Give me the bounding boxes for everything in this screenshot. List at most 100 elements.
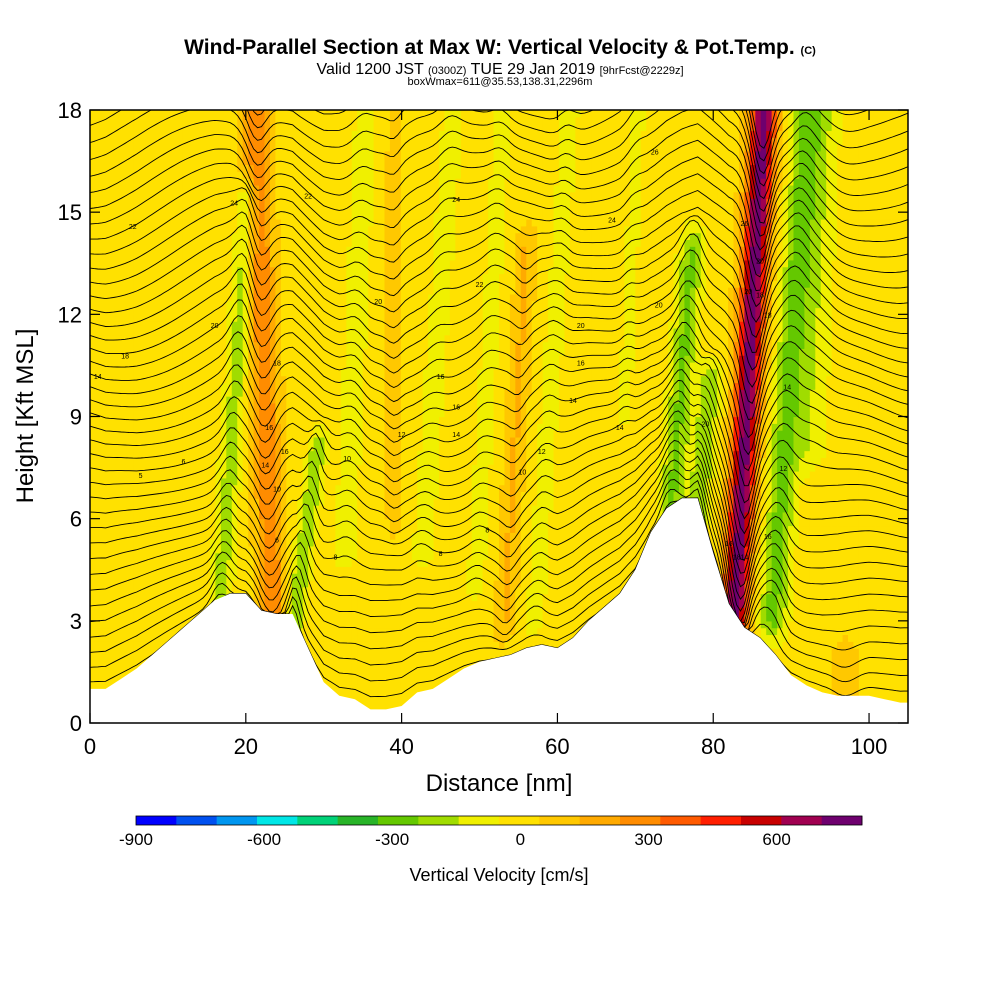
w-cell xyxy=(149,450,157,458)
w-cell xyxy=(389,579,396,588)
w-cell xyxy=(193,334,200,343)
w-cell xyxy=(357,362,364,370)
w-cell xyxy=(160,253,167,261)
w-cell xyxy=(275,259,282,268)
w-cell xyxy=(160,600,167,608)
w-cell xyxy=(368,184,375,193)
w-cell xyxy=(204,266,211,275)
w-cell xyxy=(259,545,266,554)
w-cell xyxy=(95,505,102,513)
w-cell xyxy=(286,218,293,227)
w-cell xyxy=(291,355,298,363)
w-cell xyxy=(275,144,282,152)
w-cell xyxy=(302,443,309,452)
w-cell xyxy=(346,239,353,247)
w-cell xyxy=(100,511,107,520)
w-cell xyxy=(220,491,227,499)
w-cell xyxy=(297,614,304,622)
w-cell xyxy=(193,184,200,193)
w-cell xyxy=(160,573,167,581)
w-cell xyxy=(302,239,309,247)
w-cell xyxy=(340,559,347,567)
w-cell xyxy=(286,341,293,349)
w-cell xyxy=(340,362,347,370)
w-cell xyxy=(362,614,369,622)
w-cell xyxy=(286,144,293,152)
w-cell xyxy=(275,423,282,431)
w-cell xyxy=(259,205,266,213)
w-cell xyxy=(215,130,222,138)
w-cell xyxy=(193,409,200,418)
w-cell xyxy=(357,164,364,172)
w-cell xyxy=(357,491,364,499)
w-cell xyxy=(149,409,157,418)
w-cell xyxy=(204,416,211,424)
w-cell xyxy=(182,184,189,193)
w-cell xyxy=(226,457,233,465)
w-cell xyxy=(199,321,206,329)
w-cell xyxy=(308,525,315,533)
w-cell xyxy=(177,116,184,125)
w-cell xyxy=(215,150,222,159)
w-cell xyxy=(373,321,380,329)
w-cell xyxy=(166,327,173,336)
w-cell xyxy=(155,321,162,329)
w-cell xyxy=(269,293,277,302)
w-cell xyxy=(106,505,113,513)
w-cell xyxy=(100,559,107,567)
w-cell xyxy=(297,144,304,152)
w-cell xyxy=(220,280,227,288)
w-cell xyxy=(117,416,124,424)
w-cell xyxy=(182,375,189,384)
w-cell xyxy=(149,416,157,424)
w-cell xyxy=(373,246,380,254)
w-cell xyxy=(149,150,157,159)
w-cell xyxy=(199,491,206,499)
w-cell xyxy=(384,300,391,309)
w-cell xyxy=(313,110,320,118)
w-cell xyxy=(291,443,298,452)
w-cell xyxy=(291,280,298,288)
w-cell xyxy=(100,450,107,458)
w-cell xyxy=(139,116,146,125)
w-cell xyxy=(90,525,97,533)
w-cell xyxy=(90,239,97,247)
w-cell xyxy=(149,382,157,390)
w-cell xyxy=(220,184,227,193)
w-cell xyxy=(226,110,233,118)
w-cell xyxy=(313,137,320,145)
w-cell xyxy=(160,191,167,200)
w-cell xyxy=(346,620,353,629)
w-cell xyxy=(351,545,358,554)
w-cell xyxy=(182,110,189,118)
w-cell xyxy=(308,423,315,431)
w-cell xyxy=(280,341,287,349)
w-cell xyxy=(188,375,195,384)
w-cell xyxy=(324,593,331,601)
w-cell xyxy=(253,239,260,247)
w-cell xyxy=(177,239,184,247)
w-cell xyxy=(291,491,298,499)
w-cell xyxy=(346,525,353,533)
w-cell xyxy=(379,525,386,533)
w-cell xyxy=(313,491,320,499)
w-cell xyxy=(177,389,184,397)
w-cell xyxy=(324,198,331,206)
w-cell xyxy=(177,579,184,588)
w-cell xyxy=(155,443,162,452)
w-cell xyxy=(368,668,375,676)
w-cell xyxy=(128,498,135,506)
w-cell xyxy=(155,184,162,193)
w-cell xyxy=(275,205,282,213)
w-cell xyxy=(280,552,287,561)
w-cell xyxy=(215,123,222,132)
w-cell xyxy=(199,559,206,567)
w-cell xyxy=(297,355,304,363)
w-cell xyxy=(384,375,391,384)
w-cell xyxy=(209,430,217,438)
w-cell xyxy=(231,586,238,595)
w-cell xyxy=(204,341,211,349)
w-cell xyxy=(133,382,140,390)
w-cell xyxy=(340,382,347,390)
w-cell xyxy=(319,457,326,465)
